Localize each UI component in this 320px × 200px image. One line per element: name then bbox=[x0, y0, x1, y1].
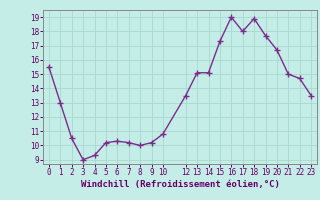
X-axis label: Windchill (Refroidissement éolien,°C): Windchill (Refroidissement éolien,°C) bbox=[81, 180, 279, 189]
